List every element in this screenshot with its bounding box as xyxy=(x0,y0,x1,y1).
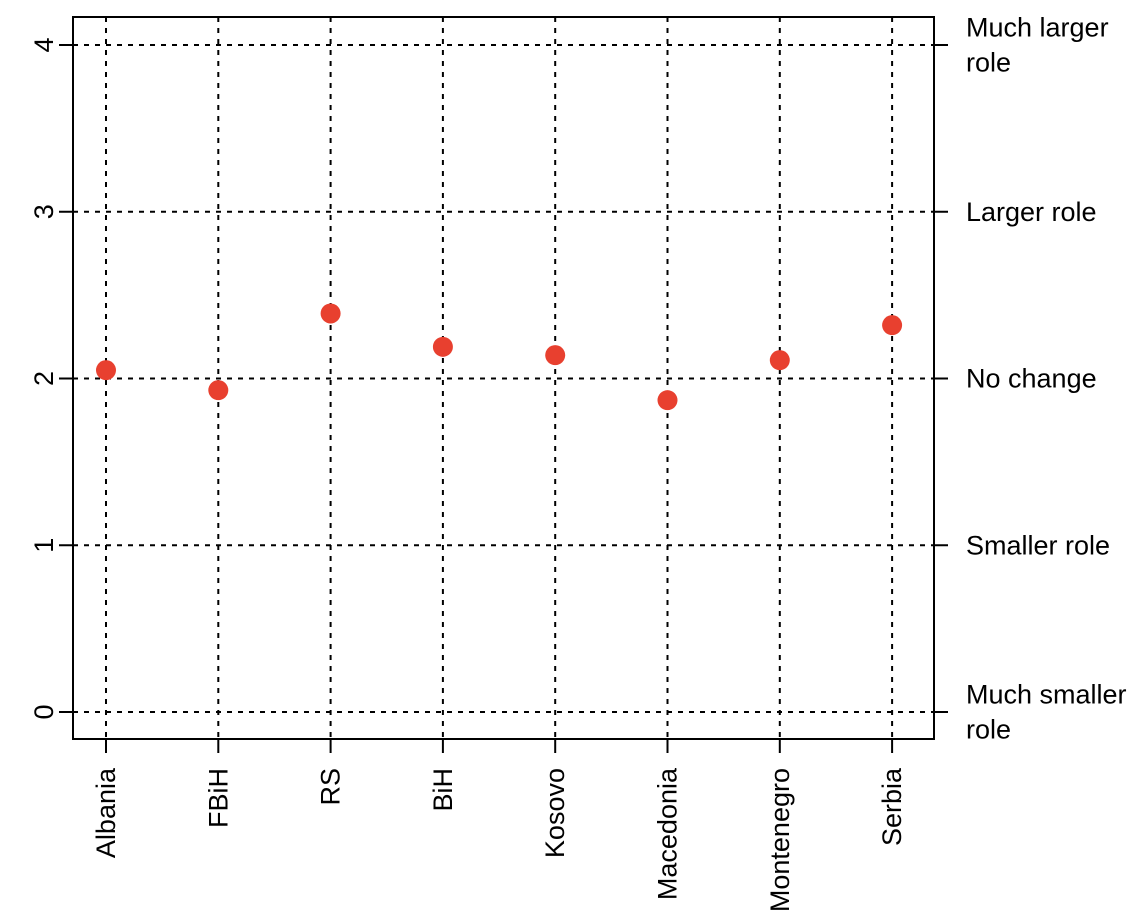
right-axis-label: Much smaller role xyxy=(966,680,1127,745)
y-tick-label: 1 xyxy=(29,538,59,553)
x-tick-label: Montenegro xyxy=(765,768,795,912)
data-point-bih xyxy=(432,336,453,357)
x-tick-label: BiH xyxy=(428,768,458,812)
gridlines xyxy=(73,17,934,739)
data-point-fbih xyxy=(208,380,229,401)
right-axis-label: Larger role xyxy=(966,197,1097,227)
x-tick-label: Albania xyxy=(91,767,121,858)
y-tick-label: 4 xyxy=(29,37,59,52)
data-point-albania xyxy=(96,360,116,381)
data-point-rs xyxy=(320,303,341,324)
tick-labels: 0 1 2 3 4 Much smaller role Smaller role No chan… xyxy=(29,13,1127,913)
x-tick-label: RS xyxy=(316,768,346,806)
x-tick-label: Macedonia xyxy=(653,767,683,900)
y-tick-label: 0 xyxy=(29,704,59,719)
right-axis-label: Smaller role xyxy=(966,530,1110,560)
x-tick-label: FBiH xyxy=(203,768,233,828)
data-point-serbia xyxy=(882,315,903,336)
right-axis-label: No change xyxy=(966,364,1097,394)
data-points xyxy=(96,303,903,411)
data-point-kosovo xyxy=(545,345,566,366)
right-axis-label: Much larger role xyxy=(966,13,1109,78)
y-tick-label: 3 xyxy=(29,204,59,219)
data-point-macedonia xyxy=(657,390,678,411)
y-tick-label: 2 xyxy=(29,371,59,386)
axes xyxy=(59,44,948,753)
data-point-montenegro xyxy=(769,350,790,371)
x-tick-label: Serbia xyxy=(877,767,907,846)
x-tick-label: Kosovo xyxy=(540,768,570,858)
